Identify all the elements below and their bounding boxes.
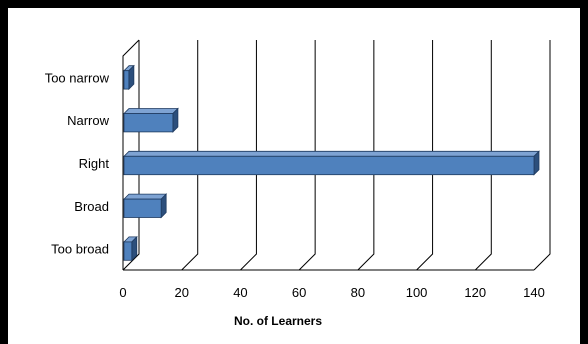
x-tick-label-20: 20 — [174, 285, 188, 300]
gridline-60 — [298, 40, 316, 271]
bars — [123, 64, 540, 262]
y-axis-wall — [122, 39, 140, 270]
y-tick-label-broad: Broad — [74, 199, 109, 214]
x-tick-label-140: 140 — [523, 285, 545, 300]
x-tick-label-120: 120 — [464, 285, 486, 300]
y-tick-label-right: Right — [79, 156, 110, 171]
gridline-20 — [181, 40, 199, 271]
bar-right — [123, 150, 540, 176]
gridline-120 — [474, 40, 492, 271]
gridline-80 — [357, 40, 375, 271]
gridline-140 — [533, 40, 551, 271]
x-axis-title: No. of Learners — [234, 314, 322, 328]
x-tick-label-60: 60 — [292, 285, 306, 300]
gridline-40 — [240, 40, 257, 271]
chart-frame: 0 20 40 60 80 100 120 140 Too narrow Narrow Right B… — [8, 8, 580, 344]
bar-broad — [123, 193, 168, 219]
y-tick-label-narrow: Narrow — [67, 113, 110, 128]
gridlines — [122, 39, 551, 271]
bar-chart: 0 20 40 60 80 100 120 140 Too narrow Narrow Right B… — [45, 39, 551, 328]
y-tick-label-too-narrow: Too narrow — [45, 70, 110, 85]
gridline-100 — [416, 40, 434, 271]
y-tick-label-too-broad: Too broad — [51, 242, 109, 257]
x-tick-label-40: 40 — [233, 285, 247, 300]
labels: 0 20 40 60 80 100 120 140 Too narrow Narrow Right B… — [45, 70, 545, 300]
bar-narrow — [123, 107, 179, 133]
x-tick-label-100: 100 — [406, 285, 428, 300]
x-tick-label-80: 80 — [351, 285, 365, 300]
bar-too-narrow — [123, 64, 135, 91]
bar-too-broad — [123, 235, 138, 262]
x-tick-label-0: 0 — [119, 285, 126, 300]
